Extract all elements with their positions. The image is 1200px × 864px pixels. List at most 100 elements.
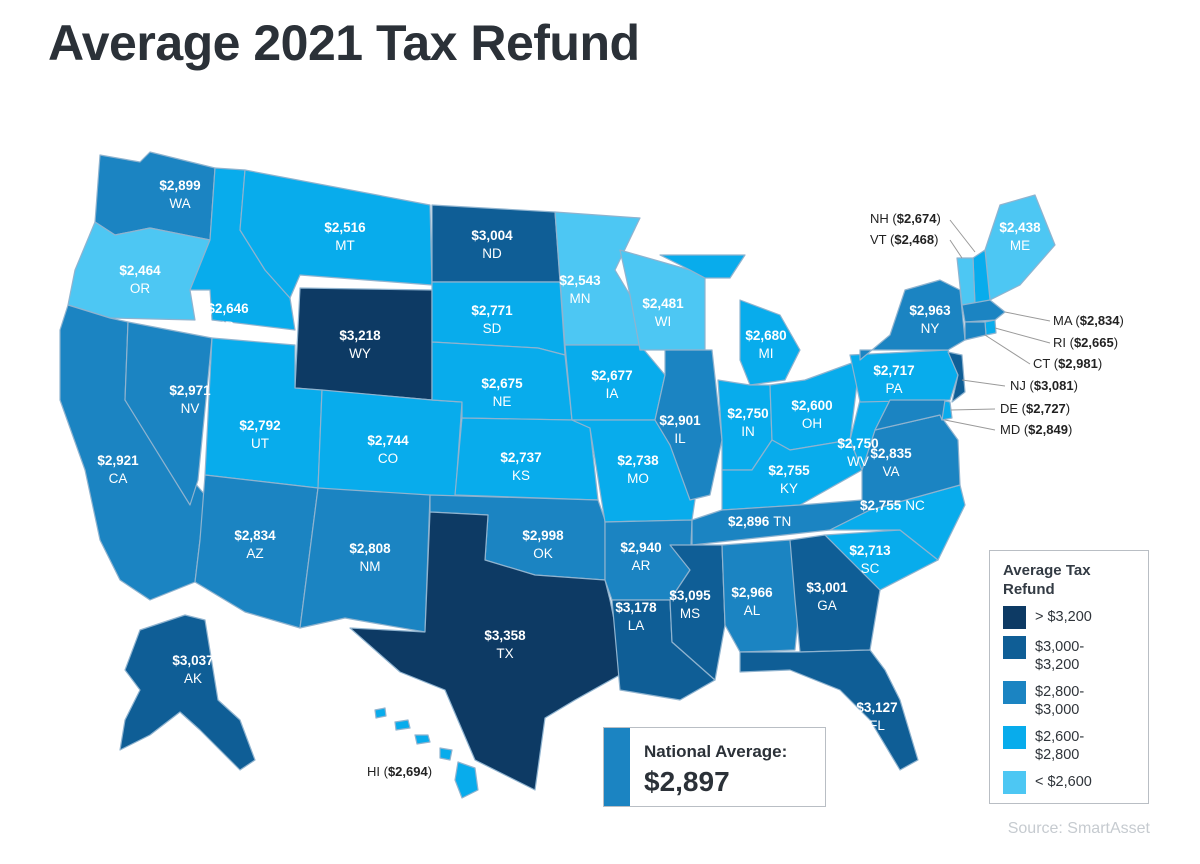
callout-value-hi: $2,694 bbox=[388, 764, 429, 779]
state-abbr-me: ME bbox=[1010, 238, 1030, 253]
state-value-il: $2,901 bbox=[659, 413, 701, 428]
state-mt bbox=[239, 169, 433, 299]
state-abbr-ky: KY bbox=[780, 481, 798, 496]
state-abbr-nm: NM bbox=[360, 559, 381, 574]
legend-label: $2,600- $2,800 bbox=[1035, 729, 1085, 763]
state-ma bbox=[961, 299, 1006, 323]
callout-md: MD ($2,849) bbox=[1000, 422, 1072, 437]
state-value-wa: $2,899 bbox=[159, 178, 200, 193]
state-abbr-wi: WI bbox=[655, 314, 672, 329]
callout-value-de: $2,727 bbox=[1026, 401, 1066, 416]
callout-value-nh: $2,674 bbox=[897, 211, 938, 226]
legend-swatch bbox=[1003, 771, 1026, 794]
legend-item: < $2,600 bbox=[1003, 771, 1138, 794]
state-value-ia: $2,677 bbox=[591, 368, 632, 383]
callout-abbr-de: DE bbox=[1000, 401, 1018, 416]
state-value-la: $3,178 bbox=[615, 600, 657, 615]
state-nd bbox=[431, 204, 561, 283]
state-value-sc: $2,713 bbox=[849, 543, 891, 558]
callout-ri: RI ($2,665) bbox=[1053, 335, 1118, 350]
national-average-accent-bar bbox=[604, 728, 630, 806]
state-abbr-va: VA bbox=[882, 464, 899, 479]
state-value-wy: $3,218 bbox=[339, 328, 381, 343]
state-abbr-pa: PA bbox=[885, 381, 902, 396]
state-il bbox=[654, 349, 723, 501]
state-abbr-wa: WA bbox=[169, 196, 190, 211]
leader-line-nj bbox=[961, 379, 1006, 387]
state-md bbox=[874, 399, 946, 431]
state-value-oh: $2,600 bbox=[791, 398, 832, 413]
state-mi bbox=[659, 254, 801, 386]
callout-abbr-nh: NH bbox=[870, 211, 889, 226]
state-value-in: $2,750 bbox=[727, 406, 768, 421]
leader-line-nh bbox=[949, 219, 976, 253]
legend-item: $2,800- $3,000 bbox=[1003, 681, 1138, 719]
state-value-tx: $3,358 bbox=[484, 628, 526, 643]
leader-line-ct bbox=[984, 334, 1031, 365]
state-abbr-ut: UT bbox=[251, 436, 269, 451]
state-abbr-ok: OK bbox=[533, 546, 553, 561]
state-nv bbox=[124, 321, 213, 506]
state-abbr-ne: NE bbox=[493, 394, 512, 409]
callout-value-ct: $2,981 bbox=[1058, 356, 1098, 371]
state-abbr-sd: SD bbox=[483, 321, 502, 336]
callout-abbr-md: MD bbox=[1000, 422, 1020, 437]
state-abbr-tx: TX bbox=[496, 646, 513, 661]
state-label-nc: $2,755 NC bbox=[860, 498, 925, 513]
state-abbr-mt: MT bbox=[335, 238, 355, 253]
legend-swatch bbox=[1003, 636, 1026, 659]
state-value-fl: $3,127 bbox=[856, 700, 897, 715]
state-abbr-la: LA bbox=[628, 618, 645, 633]
state-nm bbox=[299, 487, 431, 633]
callout-value-nj: $3,081 bbox=[1034, 378, 1074, 393]
state-value-mt: $2,516 bbox=[324, 220, 366, 235]
state-abbr-ia: IA bbox=[606, 386, 619, 401]
callout-vt: VT ($2,468) bbox=[870, 232, 938, 247]
state-value-ny: $2,963 bbox=[909, 303, 951, 318]
legend-title: Average Tax Refund bbox=[1003, 562, 1091, 598]
state-value-ks: $2,737 bbox=[500, 450, 541, 465]
leader-line-ri bbox=[994, 327, 1051, 344]
state-value-nc: $2,755 bbox=[860, 498, 902, 513]
state-value-wi: $2,481 bbox=[642, 296, 684, 311]
state-abbr-in: IN bbox=[741, 424, 755, 439]
state-value-mi: $2,680 bbox=[745, 328, 786, 343]
state-value-mo: $2,738 bbox=[617, 453, 659, 468]
callout-value-vt: $2,468 bbox=[894, 232, 934, 247]
state-abbr-nc: NC bbox=[905, 498, 925, 513]
legend-item: $2,600- $2,800 bbox=[1003, 726, 1138, 764]
callout-ct: CT ($2,981) bbox=[1033, 356, 1102, 371]
state-value-ga: $3,001 bbox=[806, 580, 848, 595]
legend-item: $3,000- $3,200 bbox=[1003, 636, 1138, 674]
state-hi bbox=[374, 707, 479, 799]
state-abbr-il: IL bbox=[674, 431, 686, 446]
callout-hi: HI ($2,694) bbox=[367, 764, 432, 779]
state-ks bbox=[454, 417, 599, 501]
state-abbr-ny: NY bbox=[921, 321, 940, 336]
state-abbr-tn: TN bbox=[773, 514, 791, 529]
state-ri bbox=[984, 319, 997, 336]
state-tx bbox=[349, 511, 626, 791]
state-abbr-ks: KS bbox=[512, 468, 530, 483]
state-value-al: $2,966 bbox=[731, 585, 773, 600]
state-value-pa: $2,717 bbox=[873, 363, 914, 378]
state-value-ar: $2,940 bbox=[620, 540, 661, 555]
callout-abbr-ma: MA bbox=[1053, 313, 1073, 328]
legend-item: > $3,200 bbox=[1003, 606, 1138, 629]
state-abbr-mo: MO bbox=[627, 471, 649, 486]
state-wy bbox=[294, 287, 433, 401]
legend-label: $3,000- $3,200 bbox=[1035, 639, 1085, 673]
callout-ma: MA ($2,834) bbox=[1053, 313, 1124, 328]
callout-abbr-hi: HI bbox=[367, 764, 380, 779]
callout-value-ma: $2,834 bbox=[1080, 313, 1121, 328]
page-title: Average 2021 Tax Refund bbox=[48, 15, 640, 71]
state-abbr-az: AZ bbox=[246, 546, 263, 561]
leader-line-md bbox=[944, 419, 996, 431]
callout-value-md: $2,849 bbox=[1028, 422, 1068, 437]
state-ak bbox=[119, 614, 256, 771]
state-value-co: $2,744 bbox=[367, 433, 409, 448]
state-abbr-or: OR bbox=[130, 281, 151, 296]
state-label-tn: $2,896 TN bbox=[728, 514, 791, 529]
national-average-box: National Average: $2,897 bbox=[603, 727, 826, 807]
